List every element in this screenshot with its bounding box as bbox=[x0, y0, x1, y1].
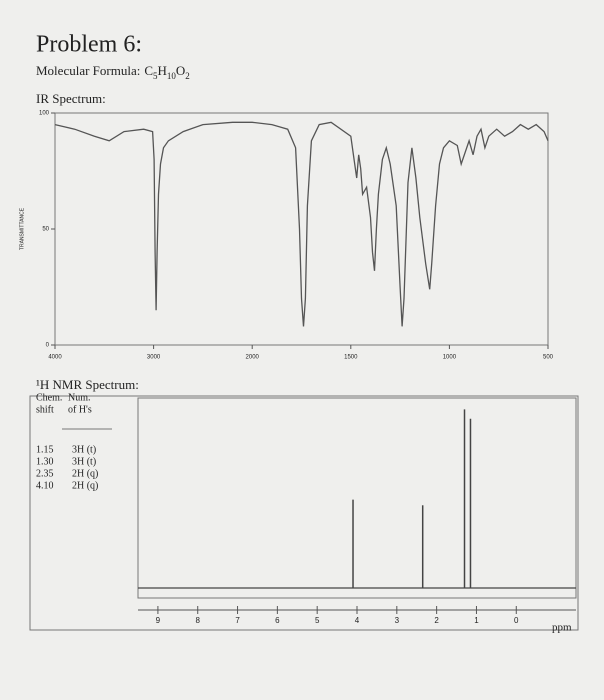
x-tick-label: 8 bbox=[196, 616, 201, 625]
table-cell: 4.10 bbox=[36, 480, 54, 491]
x-tick-label: 500 bbox=[543, 355, 554, 361]
table-header: Chem. bbox=[36, 392, 62, 403]
nmr-title: ¹H NMR Spectrum: bbox=[36, 377, 139, 392]
ir-y-label: TRANSMITTANCE bbox=[19, 207, 25, 250]
table-cell: 3H (t) bbox=[72, 456, 96, 467]
ir-title: IR Spectrum: bbox=[36, 91, 106, 106]
table-cell: 2H (q) bbox=[72, 480, 98, 491]
x-tick-label: 4 bbox=[355, 616, 360, 625]
table-cell: 3H (t) bbox=[72, 444, 96, 455]
x-tick-label: 9 bbox=[156, 616, 161, 625]
formula-element: H bbox=[158, 63, 167, 78]
x-tick-label: 1500 bbox=[344, 355, 358, 361]
table-cell: 2.35 bbox=[36, 468, 54, 479]
formula: Molecular Formula: C5H10O2 bbox=[36, 63, 190, 81]
formula-element: O bbox=[176, 63, 185, 78]
table-header: shift bbox=[36, 404, 54, 415]
formula-subscript: 10 bbox=[167, 71, 177, 81]
nmr-outer bbox=[29, 395, 579, 631]
formula-subscript: 2 bbox=[185, 71, 190, 81]
formula-element: C bbox=[144, 63, 153, 78]
table-cell: 2H (q) bbox=[72, 468, 98, 479]
y-tick-label: 0 bbox=[46, 343, 50, 349]
table-cell: 1.15 bbox=[36, 444, 54, 455]
x-tick-label: 3000 bbox=[147, 355, 161, 361]
nmr-x-label: ppm bbox=[552, 622, 572, 634]
table-header: of H's bbox=[68, 404, 92, 415]
x-tick-label: 7 bbox=[235, 616, 240, 625]
table-cell: 1.30 bbox=[36, 456, 54, 467]
formula-subscript: 5 bbox=[153, 71, 158, 81]
x-tick-label: 2000 bbox=[246, 355, 260, 361]
x-tick-label: 0 bbox=[514, 616, 519, 625]
formula-label: Molecular Formula: bbox=[36, 63, 140, 78]
x-tick-label: 1000 bbox=[443, 355, 457, 361]
x-tick-label: 5 bbox=[315, 616, 320, 625]
y-tick-label: 50 bbox=[42, 227, 49, 233]
ir-curve bbox=[54, 121, 549, 327]
nmr-frame bbox=[137, 397, 577, 599]
x-tick-label: 4000 bbox=[48, 355, 62, 361]
x-tick-label: 3 bbox=[395, 616, 400, 625]
x-tick-label: 1 bbox=[474, 616, 479, 625]
x-tick-label: 6 bbox=[275, 616, 280, 625]
problem-title: Problem 6: bbox=[36, 32, 142, 58]
y-tick-label: 100 bbox=[39, 111, 50, 117]
table-header: Num. bbox=[68, 392, 91, 403]
x-tick-label: 2 bbox=[434, 616, 439, 625]
